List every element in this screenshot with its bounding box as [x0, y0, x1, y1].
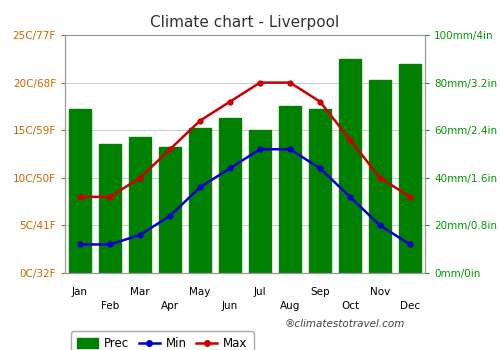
Bar — [159, 147, 181, 273]
Text: Oct: Oct — [341, 301, 359, 311]
Text: ®climatestotravel.com: ®climatestotravel.com — [285, 319, 406, 329]
Text: Sep: Sep — [310, 287, 330, 297]
Legend: Prec, Min, Max: Prec, Min, Max — [71, 331, 254, 350]
Text: Dec: Dec — [400, 301, 420, 311]
Bar — [99, 145, 121, 273]
Bar — [399, 64, 421, 273]
Bar — [279, 106, 301, 273]
Text: Feb: Feb — [101, 301, 119, 311]
Text: Jul: Jul — [254, 287, 266, 297]
Text: Aug: Aug — [280, 301, 300, 311]
Text: May: May — [190, 287, 210, 297]
Text: Nov: Nov — [370, 287, 390, 297]
Bar — [309, 109, 331, 273]
Bar — [219, 118, 241, 273]
Bar — [69, 109, 91, 273]
Bar — [249, 130, 271, 273]
Bar — [189, 128, 211, 273]
Text: Apr: Apr — [161, 301, 179, 311]
Bar — [129, 137, 151, 273]
Bar — [339, 59, 361, 273]
Text: Mar: Mar — [130, 287, 150, 297]
Text: Jun: Jun — [222, 301, 238, 311]
Title: Climate chart - Liverpool: Climate chart - Liverpool — [150, 15, 340, 30]
Text: Jan: Jan — [72, 287, 88, 297]
Bar — [369, 80, 391, 273]
